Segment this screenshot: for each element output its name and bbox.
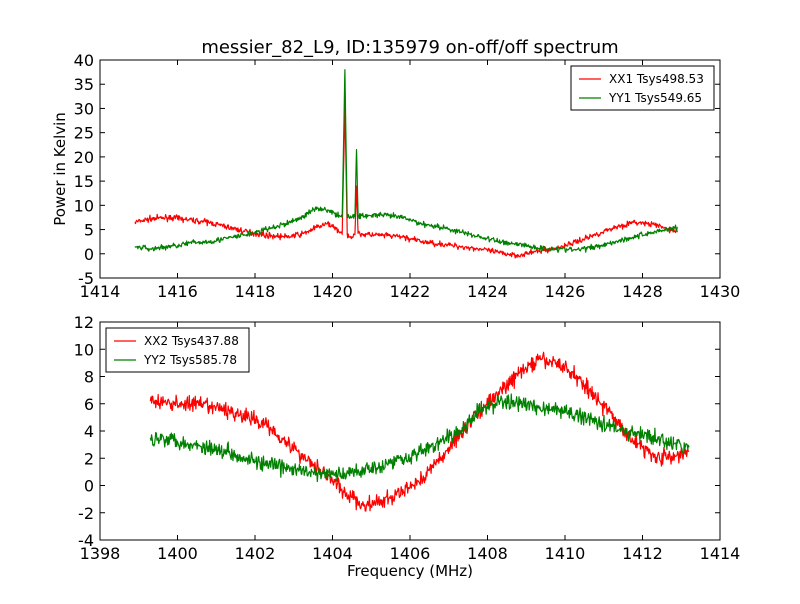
y-tick-label: -5 [78, 269, 94, 288]
legend: XX1 Tsys498.53 YY1 Tsys549.65 [570, 65, 715, 111]
legend-label: XX2 Tsys437.88 [144, 334, 239, 348]
series-line-bottom-2 [149, 393, 690, 483]
legend-box [105, 327, 250, 373]
y-tick-label: 0 [84, 245, 94, 264]
x-tick-label: 1424 [467, 282, 508, 301]
y-tick-label: 10 [74, 196, 94, 215]
x-tick-label: 1430 [700, 282, 741, 301]
y-tick-label: 4 [84, 422, 94, 441]
y-tick-label: 0 [84, 477, 94, 496]
y-tick-label: 20 [74, 148, 94, 167]
series-line-top-1 [134, 105, 678, 259]
y-tick-label: 12 [74, 313, 94, 332]
x-tick-label: 1398 [80, 544, 121, 563]
x-tick-label: 1426 [545, 282, 586, 301]
x-tick-label: 1422 [390, 282, 431, 301]
x-tick-label: 1428 [622, 282, 663, 301]
x-tick-label: 1418 [235, 282, 276, 301]
y-tick-label: 2 [84, 449, 94, 468]
y-tick-label: -4 [78, 531, 94, 550]
x-tick-label: 1402 [235, 544, 276, 563]
x-tick-label: 1412 [622, 544, 663, 563]
x-tick-label: 1400 [157, 544, 198, 563]
y-tick-label: 8 [84, 368, 94, 387]
legend: XX2 Tsys437.88 YY2 Tsys585.78 [105, 327, 250, 373]
legend-box [570, 65, 715, 111]
x-tick-label: 1416 [157, 282, 198, 301]
y-tick-label: 6 [84, 395, 94, 414]
x-tick-label: 1414 [700, 544, 741, 563]
y-tick-label: 35 [74, 75, 94, 94]
legend-label: YY2 Tsys585.78 [143, 353, 237, 367]
legend-label: YY1 Tsys549.65 [608, 91, 702, 105]
y-tick-label: 40 [74, 51, 94, 70]
x-tick-label: 1410 [545, 544, 586, 563]
bottom-plot-panel: 1398 1400 1402 1404 1406 1408 1410 1412 1414 -4 -2… [74, 313, 741, 563]
y-tick-label: 15 [74, 172, 94, 191]
top-plot-panel: 1414 1416 1418 1420 1422 1424 1426 1428 1430 -5 0 5… [74, 51, 741, 301]
x-tick-label: 1406 [390, 544, 431, 563]
series-line-bottom-1 [149, 351, 690, 512]
top-chart-title: messier_82_L9, ID:135979 on-off/off spec… [201, 37, 618, 58]
y-tick-label: 30 [74, 99, 94, 118]
y-tick-label: 25 [74, 124, 94, 143]
x-tick-label: 1414 [80, 282, 121, 301]
y-tick-label: 10 [74, 340, 94, 359]
x-tick-label: 1404 [312, 544, 353, 563]
legend-label: XX1 Tsys498.53 [609, 72, 704, 86]
y-tick-label: 5 [84, 221, 94, 240]
top-y-axis-label: Power in Kelvin [51, 112, 69, 226]
y-tick-label: -2 [78, 504, 94, 523]
x-tick-label: 1408 [467, 544, 508, 563]
x-tick-label: 1420 [312, 282, 353, 301]
series-line-top-2 [134, 69, 678, 253]
bottom-x-axis-label: Frequency (MHz) [347, 562, 473, 580]
